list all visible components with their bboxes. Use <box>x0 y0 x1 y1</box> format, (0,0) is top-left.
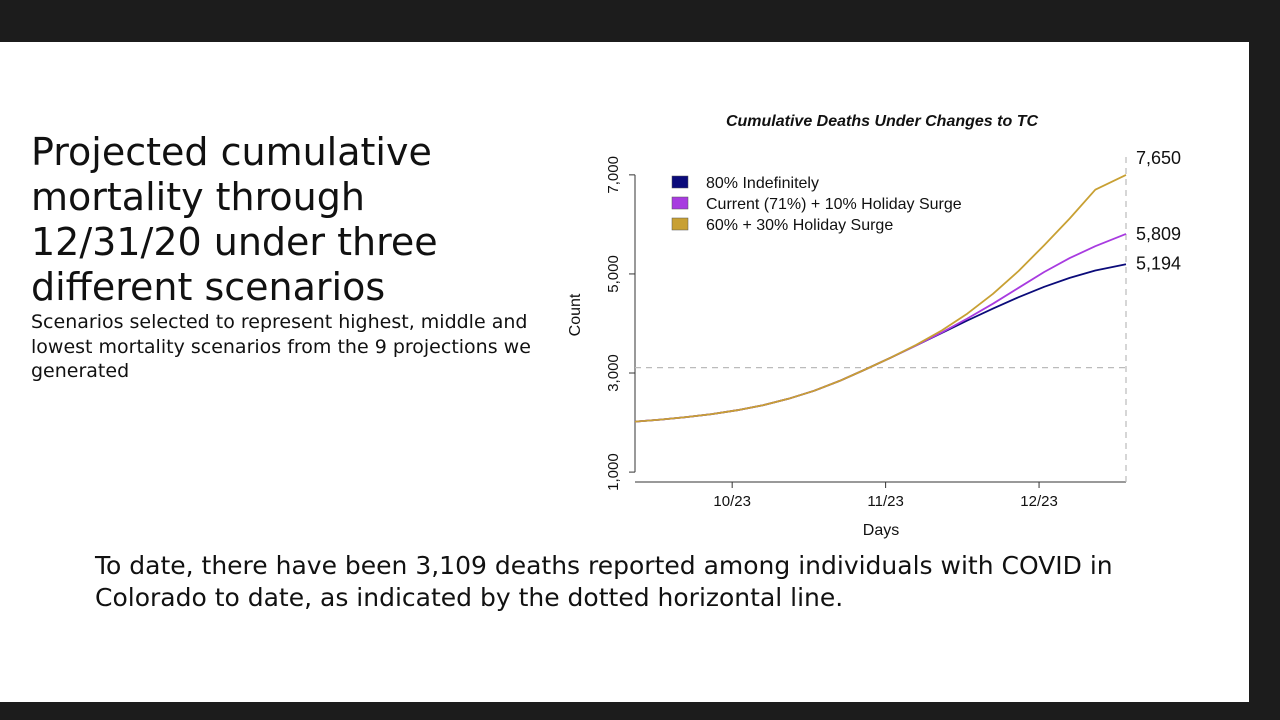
chart-reference-lines <box>635 156 1127 482</box>
legend-label: Current (71%) + 10% Holiday Surge <box>706 196 962 213</box>
x-axis-title: Days <box>863 522 899 539</box>
chart-legend: 80% Indefinitely Current (71%) + 10% Holi… <box>671 175 962 234</box>
legend-swatch <box>671 217 689 231</box>
chart-end-labels: 5,194 5,809 7,650 <box>1136 148 1181 273</box>
slide-subtext: Scenarios selected to represent highest,… <box>31 311 531 382</box>
legend-label: 60% + 30% Holiday Surge <box>706 217 893 234</box>
slide-footer: To date, there have been 3,109 deaths re… <box>95 551 1113 612</box>
y-tick-label: 5,000 <box>605 255 622 293</box>
chart-title: Cumulative Deaths Under Changes to TC <box>726 113 1038 130</box>
legend-swatch <box>671 196 689 210</box>
y-tick-label: 7,000 <box>605 156 622 194</box>
x-tick-label: 10/23 <box>713 493 751 510</box>
y-tick-label: 3,000 <box>605 354 622 392</box>
mortality-chart: Cumulative Deaths Under Changes to TC 1,… <box>567 113 1181 539</box>
y-tick-label: 1,000 <box>605 453 622 491</box>
top-letterbox-bar <box>0 0 1280 42</box>
x-tick-label: 11/23 <box>867 493 903 510</box>
legend-swatch <box>671 175 689 189</box>
series-end-label: 5,809 <box>1136 224 1181 244</box>
bottom-letterbox-bar <box>0 702 1280 720</box>
series-line <box>634 263 1127 423</box>
series-end-label: 7,650 <box>1136 148 1181 168</box>
chart-series <box>634 174 1127 423</box>
right-letterbox-bar <box>1249 42 1280 702</box>
y-axis-title: Count <box>567 293 584 336</box>
slide <box>0 42 1249 702</box>
chart-axes: 1,000 3,000 5,000 7,000 10/23 11/23 12/23 <box>605 156 1126 510</box>
legend-label: 80% Indefinitely <box>706 175 819 192</box>
series-line <box>634 233 1127 423</box>
x-tick-label: 12/23 <box>1020 493 1058 510</box>
series-line <box>634 174 1127 423</box>
series-end-label: 5,194 <box>1136 253 1181 273</box>
slide-headline: Projected cumulative mortality through 1… <box>31 130 438 309</box>
